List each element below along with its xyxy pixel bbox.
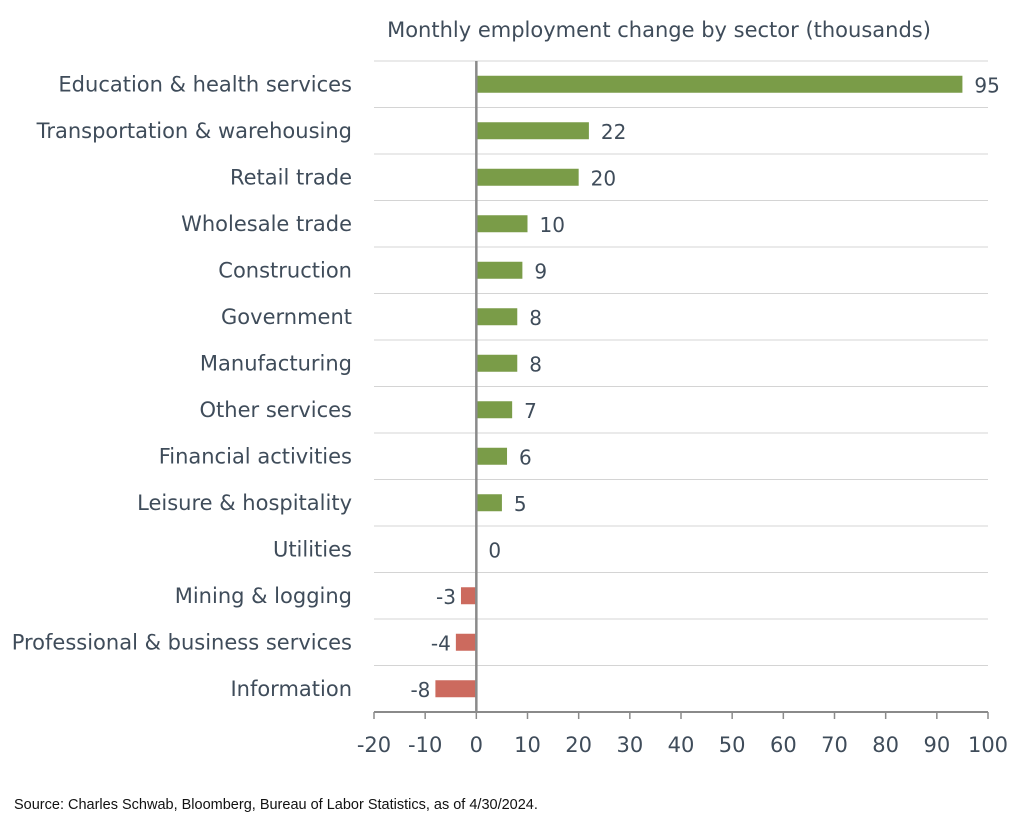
axes: -20 -10 0 10 20 30 40 50 60 70 80 90 100 (357, 61, 1008, 757)
bar (476, 261, 523, 279)
category-label: Utilities (273, 537, 352, 561)
category-label: Transportation & warehousing (36, 119, 352, 143)
value-label: 20 (591, 166, 616, 190)
category-label: Government (221, 305, 352, 329)
x-tick-label: 90 (923, 733, 950, 757)
x-tick-label: 70 (821, 733, 848, 757)
value-label: 0 (488, 538, 501, 562)
category-label: Wholesale trade (181, 212, 352, 236)
category-label: Information (230, 677, 352, 701)
category-label: Leisure & hospitality (137, 491, 352, 515)
grid-lines (374, 60, 988, 713)
x-tick-label: 10 (514, 733, 541, 757)
category-label: Education & health services (58, 72, 352, 96)
bar (476, 401, 513, 419)
bar (455, 633, 477, 651)
x-tick-label: 20 (565, 733, 592, 757)
labels: Education & health services 95Transportat… (12, 72, 1000, 702)
value-label: -3 (436, 585, 456, 609)
bar (435, 680, 477, 698)
bar (476, 308, 518, 326)
category-label: Construction (218, 258, 352, 282)
value-label: 95 (974, 73, 999, 97)
bar (476, 75, 963, 93)
x-tick-label: -20 (357, 733, 391, 757)
x-tick-label: 0 (470, 733, 483, 757)
chart-title: Monthly employment change by sector (tho… (387, 18, 931, 42)
bar (476, 494, 502, 512)
x-tick-label: 30 (616, 733, 643, 757)
bar (476, 354, 518, 372)
bar (476, 447, 508, 465)
bar (476, 215, 528, 233)
x-tick-label: 60 (770, 733, 797, 757)
value-label: 7 (524, 399, 537, 423)
category-label: Retail trade (230, 165, 352, 189)
x-tick-label: -10 (408, 733, 442, 757)
bar (476, 168, 579, 186)
value-label: 8 (529, 306, 542, 330)
value-label: 6 (519, 445, 532, 469)
x-tick-label: 100 (968, 733, 1008, 757)
x-tick-label: 50 (719, 733, 746, 757)
value-label: 8 (529, 352, 542, 376)
category-label: Financial activities (159, 444, 352, 468)
source-note: Source: Charles Schwab, Bloomberg, Burea… (14, 797, 538, 813)
x-tick-label: 40 (668, 733, 695, 757)
x-tick-label: 80 (872, 733, 899, 757)
bars (435, 75, 963, 698)
bar (460, 587, 477, 605)
bar (476, 122, 589, 140)
category-label: Other services (200, 398, 352, 422)
value-label: 22 (601, 120, 626, 144)
value-label: 9 (534, 259, 547, 283)
value-label: -4 (431, 631, 451, 655)
category-label: Mining & logging (175, 584, 352, 608)
value-label: -8 (410, 678, 430, 702)
category-label: Professional & business services (12, 630, 352, 654)
value-label: 10 (540, 213, 565, 237)
value-label: 5 (514, 492, 527, 516)
category-label: Manufacturing (200, 351, 352, 375)
